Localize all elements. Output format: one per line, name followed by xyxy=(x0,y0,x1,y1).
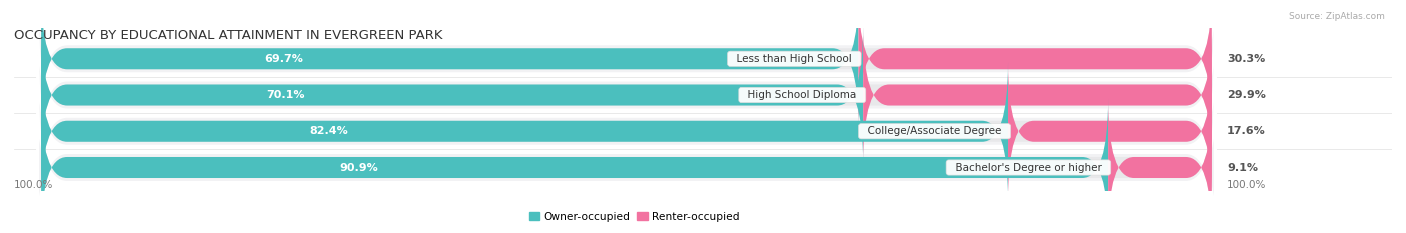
FancyBboxPatch shape xyxy=(859,0,1212,128)
FancyBboxPatch shape xyxy=(41,98,1212,233)
Text: 100.0%: 100.0% xyxy=(1227,180,1267,190)
Text: College/Associate Degree: College/Associate Degree xyxy=(860,126,1008,136)
Text: Less than High School: Less than High School xyxy=(730,54,859,64)
Text: High School Diploma: High School Diploma xyxy=(741,90,863,100)
Text: OCCUPANCY BY EDUCATIONAL ATTAINMENT IN EVERGREEN PARK: OCCUPANCY BY EDUCATIONAL ATTAINMENT IN E… xyxy=(14,29,443,42)
FancyBboxPatch shape xyxy=(41,26,1212,164)
FancyBboxPatch shape xyxy=(1108,98,1212,233)
FancyBboxPatch shape xyxy=(41,62,1008,200)
Text: 90.9%: 90.9% xyxy=(339,162,378,172)
FancyBboxPatch shape xyxy=(1008,62,1212,200)
Text: 17.6%: 17.6% xyxy=(1227,126,1265,136)
Text: 82.4%: 82.4% xyxy=(309,126,349,136)
FancyBboxPatch shape xyxy=(38,92,1215,233)
Text: 9.1%: 9.1% xyxy=(1227,162,1258,172)
FancyBboxPatch shape xyxy=(41,0,859,128)
Text: 69.7%: 69.7% xyxy=(264,54,304,64)
Text: 70.1%: 70.1% xyxy=(266,90,305,100)
Text: Source: ZipAtlas.com: Source: ZipAtlas.com xyxy=(1289,12,1385,21)
FancyBboxPatch shape xyxy=(38,0,1215,134)
Text: 30.3%: 30.3% xyxy=(1227,54,1265,64)
FancyBboxPatch shape xyxy=(38,55,1215,207)
FancyBboxPatch shape xyxy=(41,62,1212,200)
Legend: Owner-occupied, Renter-occupied: Owner-occupied, Renter-occupied xyxy=(529,212,740,222)
Text: Bachelor's Degree or higher: Bachelor's Degree or higher xyxy=(949,162,1108,172)
FancyBboxPatch shape xyxy=(38,19,1215,171)
FancyBboxPatch shape xyxy=(41,0,1212,128)
Text: 29.9%: 29.9% xyxy=(1227,90,1265,100)
Text: 100.0%: 100.0% xyxy=(14,180,53,190)
FancyBboxPatch shape xyxy=(41,26,863,164)
FancyBboxPatch shape xyxy=(41,98,1108,233)
FancyBboxPatch shape xyxy=(863,26,1212,164)
